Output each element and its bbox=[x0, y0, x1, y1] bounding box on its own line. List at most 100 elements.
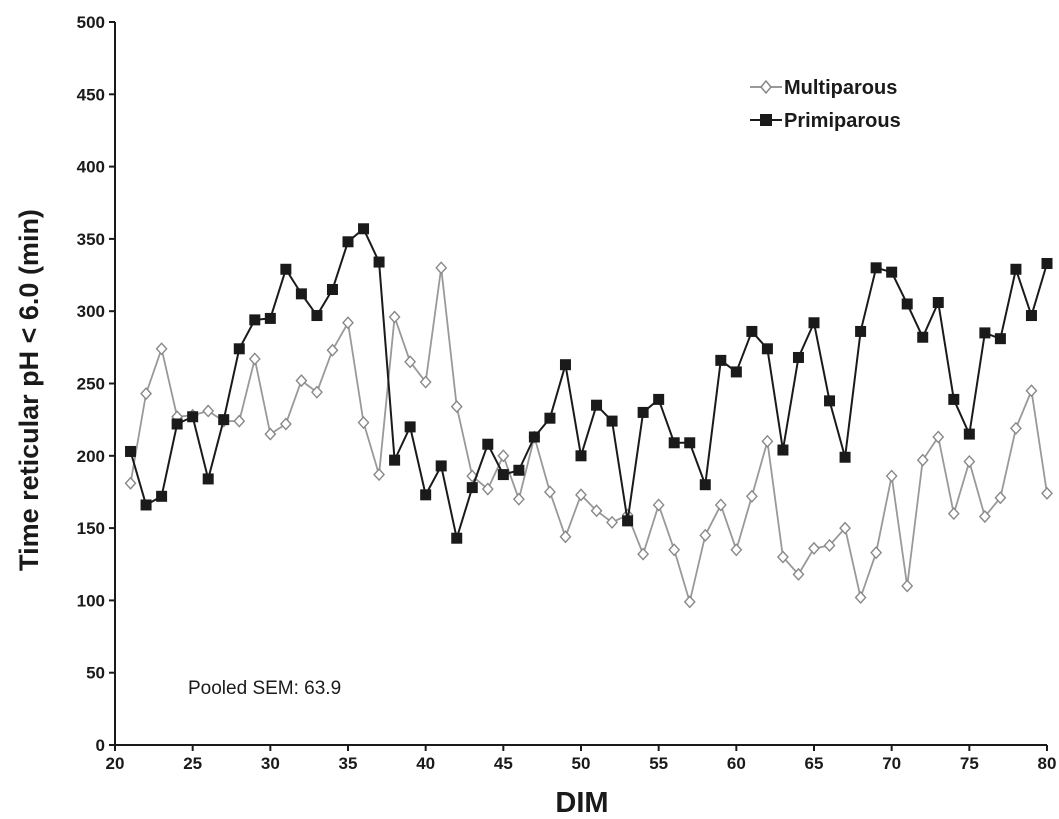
data-point-multiparous bbox=[326, 343, 339, 357]
data-point-multiparous bbox=[1009, 421, 1022, 435]
data-point-multiparous bbox=[279, 417, 292, 431]
data-point-primiparous bbox=[358, 223, 370, 235]
data-point-primiparous bbox=[994, 333, 1006, 345]
data-point-primiparous bbox=[513, 464, 525, 476]
data-point-primiparous bbox=[187, 411, 199, 423]
data-point-primiparous bbox=[637, 406, 649, 418]
data-point-primiparous bbox=[948, 393, 960, 405]
data-point-multiparous bbox=[978, 509, 991, 524]
data-point-primiparous bbox=[373, 256, 385, 268]
x-tick-label: 45 bbox=[494, 754, 513, 773]
data-point-multiparous bbox=[310, 385, 323, 399]
data-point-multiparous bbox=[761, 434, 774, 448]
data-point-primiparous bbox=[451, 532, 463, 544]
data-point-multiparous bbox=[419, 375, 432, 389]
data-point-primiparous bbox=[280, 263, 292, 275]
data-point-primiparous bbox=[559, 359, 571, 371]
data-point-primiparous bbox=[824, 395, 836, 407]
data-point-multiparous bbox=[792, 567, 805, 581]
data-point-multiparous bbox=[839, 521, 852, 535]
y-tick-label: 250 bbox=[77, 375, 105, 394]
data-point-multiparous bbox=[963, 455, 976, 469]
data-point-primiparous bbox=[171, 418, 183, 430]
y-tick-label: 50 bbox=[86, 664, 105, 683]
y-tick-label: 0 bbox=[96, 736, 105, 755]
data-point-multiparous bbox=[885, 469, 898, 483]
data-point-multiparous bbox=[668, 543, 681, 557]
data-point-primiparous bbox=[963, 428, 975, 440]
data-point-primiparous bbox=[715, 354, 727, 366]
data-point-primiparous bbox=[591, 399, 603, 411]
data-point-multiparous bbox=[947, 507, 960, 521]
data-point-multiparous bbox=[233, 414, 246, 428]
data-point-multiparous bbox=[590, 504, 603, 518]
data-point-primiparous bbox=[311, 310, 323, 322]
data-point-multiparous bbox=[870, 546, 883, 560]
series-multiparous bbox=[124, 261, 1053, 609]
data-point-multiparous bbox=[264, 427, 277, 441]
data-point-multiparous bbox=[512, 492, 525, 506]
data-point-primiparous bbox=[870, 262, 882, 274]
data-point-multiparous bbox=[342, 316, 354, 330]
x-tick-label: 25 bbox=[183, 754, 202, 773]
x-tick-label: 80 bbox=[1038, 754, 1057, 773]
data-point-multiparous bbox=[140, 387, 153, 401]
data-point-primiparous bbox=[761, 343, 773, 355]
x-tick-label: 40 bbox=[416, 754, 435, 773]
data-point-multiparous bbox=[481, 482, 494, 496]
data-point-multiparous bbox=[699, 528, 712, 542]
data-point-primiparous bbox=[1025, 310, 1037, 322]
data-point-primiparous bbox=[218, 414, 230, 426]
data-point-primiparous bbox=[730, 366, 742, 378]
data-point-primiparous bbox=[295, 288, 307, 300]
data-point-multiparous bbox=[730, 543, 743, 557]
data-point-primiparous bbox=[839, 451, 851, 463]
x-tick-label: 35 bbox=[339, 754, 358, 773]
axes bbox=[114, 22, 1047, 746]
data-point-multiparous bbox=[652, 498, 665, 512]
data-point-multiparous bbox=[404, 355, 417, 369]
data-point-primiparous bbox=[808, 317, 820, 329]
data-point-multiparous bbox=[637, 547, 650, 561]
legend: Multiparous Primiparous bbox=[750, 77, 901, 132]
data-point-multiparous bbox=[776, 550, 789, 564]
data-point-primiparous bbox=[622, 515, 634, 527]
data-point-primiparous bbox=[1010, 263, 1022, 275]
data-point-primiparous bbox=[684, 437, 696, 449]
data-point-primiparous bbox=[233, 343, 245, 355]
data-point-multiparous bbox=[808, 541, 820, 555]
data-point-primiparous bbox=[792, 351, 804, 363]
data-point-primiparous bbox=[901, 298, 913, 310]
data-point-primiparous bbox=[855, 325, 867, 337]
y-tick-label: 100 bbox=[77, 591, 105, 610]
data-point-multiparous bbox=[248, 352, 261, 366]
data-point-multiparous bbox=[745, 489, 758, 503]
y-tick-label: 200 bbox=[77, 447, 105, 466]
x-tick-label: 65 bbox=[805, 754, 824, 773]
data-point-multiparous bbox=[357, 416, 370, 430]
legend-label-multiparous: Multiparous bbox=[784, 77, 897, 99]
x-tick-label: 20 bbox=[106, 754, 125, 773]
y-axis-title: Time reticular pH < 6.0 (min) bbox=[14, 209, 44, 571]
x-tick-label: 60 bbox=[727, 754, 746, 773]
data-point-primiparous bbox=[420, 489, 432, 501]
y-axis-ticks: 0 50 100 150 200 250 300 350 400 450 500 bbox=[77, 13, 115, 755]
pooled-sem-annotation: Pooled SEM: 63.9 bbox=[188, 678, 341, 699]
x-tick-label: 75 bbox=[960, 754, 979, 773]
data-point-multiparous bbox=[497, 449, 510, 463]
data-point-primiparous bbox=[482, 438, 494, 450]
data-point-primiparous bbox=[653, 393, 665, 405]
data-point-primiparous bbox=[528, 431, 540, 443]
data-point-multiparous bbox=[1025, 384, 1038, 398]
data-point-multiparous bbox=[683, 595, 696, 609]
data-point-multiparous bbox=[994, 491, 1007, 505]
data-point-primiparous bbox=[932, 297, 944, 309]
x-axis-ticks: 20 25 30 35 40 45 50 55 60 65 70 75 80 bbox=[106, 745, 1057, 773]
data-point-primiparous bbox=[202, 473, 214, 485]
x-tick-label: 70 bbox=[882, 754, 901, 773]
data-point-primiparous bbox=[125, 445, 137, 457]
legend-label-primiparous: Primiparous bbox=[784, 110, 901, 132]
series-line-primiparous bbox=[129, 227, 1048, 540]
data-point-multiparous bbox=[1041, 486, 1053, 500]
